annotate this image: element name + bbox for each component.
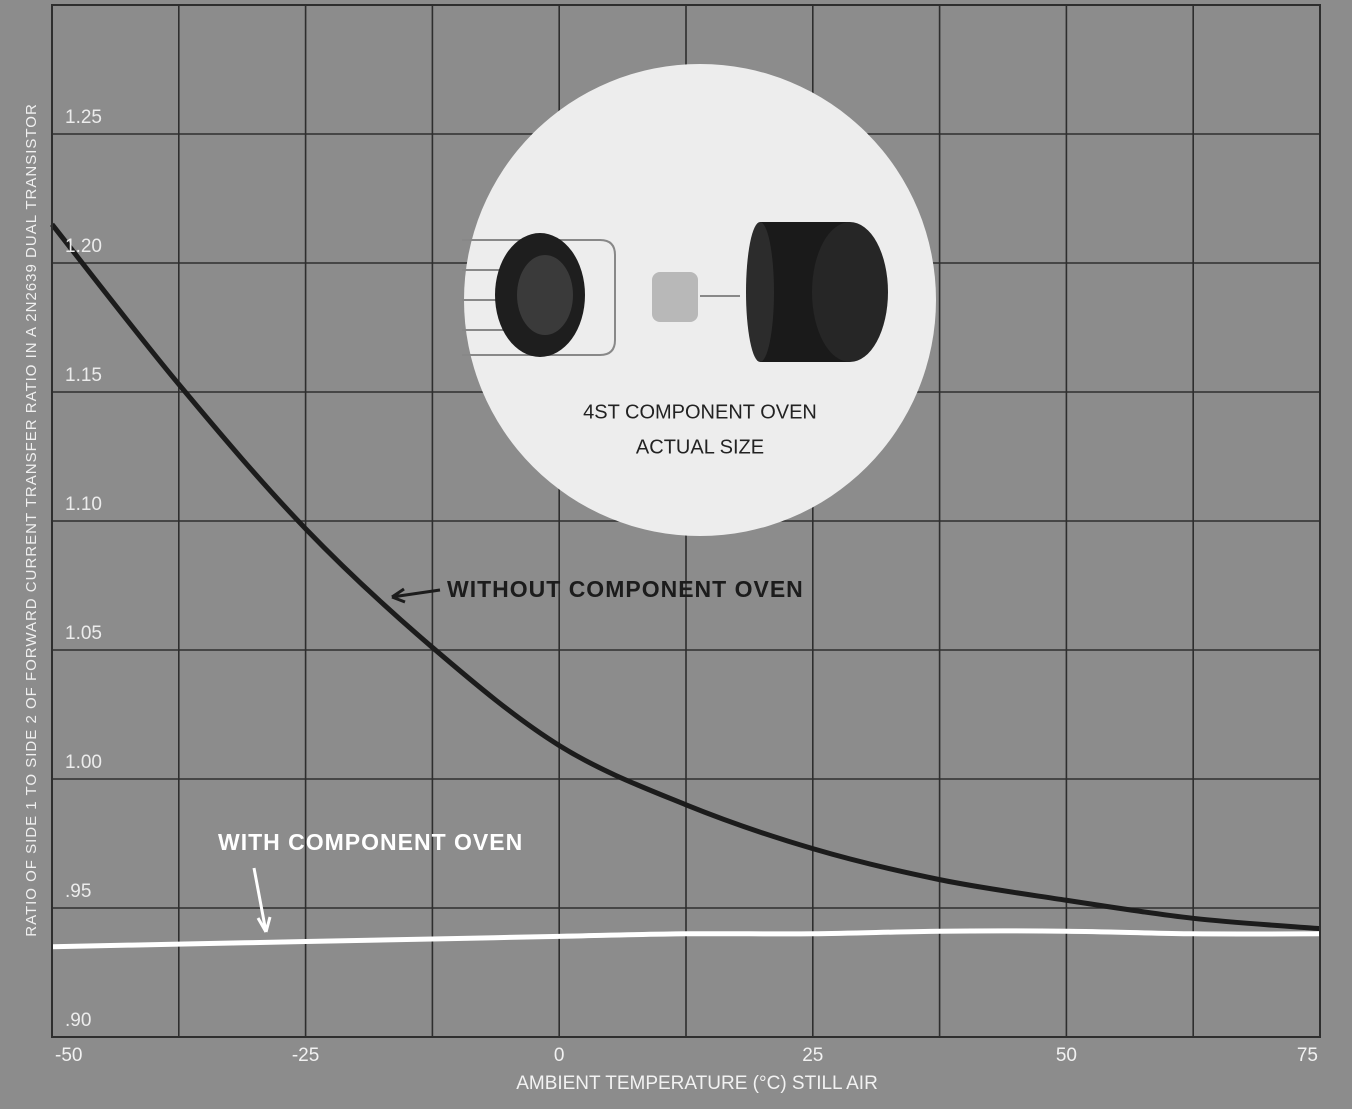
- x-tick-label: 75: [1297, 1045, 1318, 1066]
- y-tick-label: 1.10: [65, 494, 102, 515]
- y-tick-label: 1.00: [65, 752, 102, 773]
- annotation-arrow: [252, 867, 272, 933]
- x-tick-label: 25: [802, 1045, 823, 1066]
- inset-caption: ACTUAL SIZE: [636, 436, 764, 458]
- data-line: [51, 928, 1321, 950]
- annotation-arrow: [391, 587, 441, 604]
- x-tick-label: 0: [554, 1045, 565, 1066]
- y-tick-label: 1.20: [65, 236, 102, 257]
- y-tick-label: 1.25: [65, 107, 102, 128]
- y-tick-label: .95: [65, 881, 91, 902]
- x-tick-label: -25: [292, 1045, 319, 1066]
- x-axis-label: AMBIENT TEMPERATURE (°C) STILL AIR: [516, 1073, 878, 1094]
- socket-hole: [517, 255, 573, 335]
- inset-photo: 4ST COMPONENT OVEN ACTUAL SIZE: [462, 64, 936, 536]
- series-label: WITHOUT COMPONENT OVEN: [447, 576, 804, 602]
- y-tick-label: .90: [65, 1010, 91, 1031]
- transistor: [652, 272, 698, 322]
- inset-caption: 4ST COMPONENT OVEN: [583, 401, 817, 423]
- x-tick-label: -50: [55, 1045, 82, 1066]
- y-tick-label: 1.05: [65, 623, 102, 644]
- series-label: WITH COMPONENT OVEN: [218, 829, 523, 855]
- oven-face: [746, 222, 774, 362]
- y-tick-label: 1.15: [65, 365, 102, 386]
- oven-end: [812, 222, 888, 362]
- x-tick-label: 50: [1056, 1045, 1077, 1066]
- plot-frame: [51, 4, 1321, 1038]
- data-line: [50, 222, 1321, 932]
- y-axis-label: RATIO OF SIDE 1 TO SIDE 2 OF FORWARD CUR…: [23, 103, 40, 937]
- inset-circle: [464, 64, 936, 536]
